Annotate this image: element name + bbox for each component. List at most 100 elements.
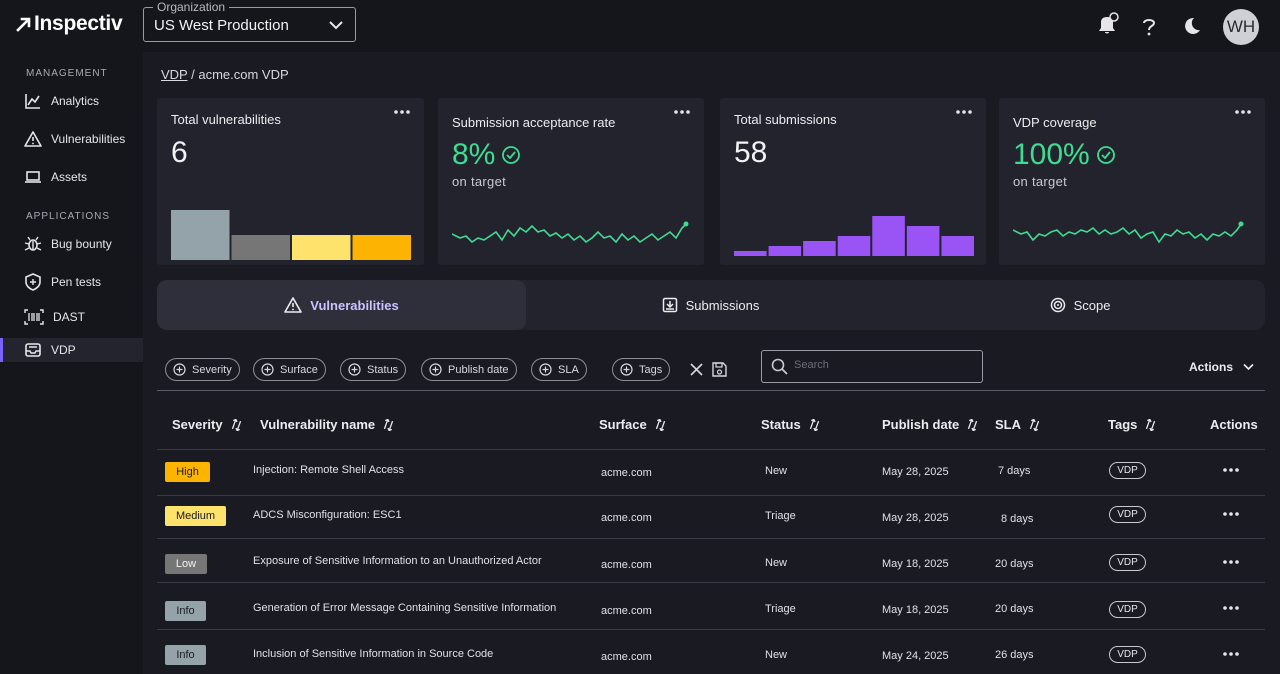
main-content: VDP / acme.com VDP Total vulnerabilities… bbox=[143, 52, 1280, 674]
tab-vulnerabilities[interactable]: Vulnerabilities bbox=[157, 280, 526, 330]
filter-chip-surface[interactable]: Surface bbox=[253, 358, 326, 381]
sort-icon bbox=[383, 418, 394, 431]
filter-chip-publish-date[interactable]: Publish date bbox=[421, 358, 517, 381]
sort-icon bbox=[968, 418, 978, 431]
submissions-bar bbox=[803, 241, 836, 256]
filter-chip-label: SLA bbox=[558, 363, 579, 376]
sidebar-item-label: Bug bounty bbox=[51, 237, 112, 251]
sidebar-item-analytics[interactable]: Analytics bbox=[0, 89, 143, 113]
organization-label: Organization bbox=[153, 0, 230, 14]
vulnerability-name[interactable]: Injection: Remote Shell Access bbox=[253, 464, 405, 476]
warning-icon bbox=[24, 131, 42, 147]
submissions-bar bbox=[872, 216, 905, 256]
vulnerability-name[interactable]: ADCS Misconfiguration: ESC1 bbox=[253, 509, 402, 521]
check-circle-icon bbox=[1096, 146, 1115, 164]
target-icon bbox=[1050, 297, 1065, 313]
notifications-bell-icon[interactable] bbox=[1095, 11, 1121, 37]
save-filters-icon[interactable] bbox=[712, 362, 727, 377]
card-subtext: on target bbox=[1013, 174, 1068, 189]
severity-bar bbox=[352, 235, 411, 260]
divider bbox=[157, 449, 1265, 450]
severity-badge: Info bbox=[165, 645, 206, 665]
severity-badge: High bbox=[165, 462, 210, 482]
divider bbox=[157, 495, 1265, 496]
card-value: 8% bbox=[452, 138, 521, 172]
column-header-surface[interactable]: Surface bbox=[599, 417, 666, 432]
severity-bar-chart bbox=[171, 210, 411, 260]
avatar[interactable]: WH bbox=[1223, 9, 1259, 45]
filter-chip-tags[interactable]: Tags bbox=[612, 358, 671, 381]
vulnerability-name[interactable]: Generation of Error Message Containing S… bbox=[253, 602, 557, 614]
divider bbox=[157, 629, 1265, 630]
search-box bbox=[761, 350, 983, 383]
filter-chip-severity[interactable]: Severity bbox=[165, 358, 240, 381]
surface: acme.com bbox=[601, 605, 652, 617]
row-more-options-icon[interactable] bbox=[1223, 468, 1239, 472]
row-more-options-icon[interactable] bbox=[1223, 560, 1239, 564]
chevron-down-icon bbox=[329, 21, 343, 30]
clear-filters-close-icon[interactable] bbox=[690, 363, 703, 376]
sidebar-item-assets[interactable]: Assets bbox=[0, 165, 143, 189]
severity-badge: Medium bbox=[165, 506, 226, 526]
dark-mode-moon-icon[interactable] bbox=[1182, 16, 1202, 36]
sla: 26 days bbox=[995, 649, 1034, 661]
tab-scope[interactable]: Scope bbox=[895, 280, 1265, 330]
surface: acme.com bbox=[601, 467, 652, 479]
logo-text: Inspectiv bbox=[34, 12, 123, 35]
sla: 20 days bbox=[995, 603, 1034, 615]
severity-badge: Low bbox=[165, 554, 207, 574]
sidebar-section-management: MANAGEMENT bbox=[26, 68, 108, 79]
sidebar-item-dast[interactable]: DAST bbox=[0, 305, 143, 329]
add-circle-icon bbox=[429, 363, 442, 376]
logo[interactable]: Inspectiv bbox=[16, 12, 123, 36]
sidebar-item-pen-tests[interactable]: Pen tests bbox=[0, 270, 143, 294]
top-bar: Inspectiv Organization US West Productio… bbox=[0, 0, 1280, 52]
tag-badge: VDP bbox=[1109, 554, 1146, 571]
more-options-icon[interactable] bbox=[956, 110, 972, 114]
status: Triage bbox=[765, 510, 796, 522]
column-header-tags[interactable]: Tags bbox=[1108, 417, 1156, 432]
tab-submissions[interactable]: Submissions bbox=[526, 280, 895, 330]
sidebar-item-vdp[interactable]: VDP bbox=[0, 338, 143, 362]
row-more-options-icon[interactable] bbox=[1223, 512, 1239, 516]
actions-dropdown[interactable]: Actions bbox=[1189, 360, 1254, 374]
sort-icon bbox=[655, 418, 665, 431]
submissions-bar bbox=[734, 251, 767, 256]
filter-chip-sla[interactable]: SLA bbox=[531, 358, 587, 381]
column-header-publish-date[interactable]: Publish date bbox=[882, 417, 978, 432]
column-header-status[interactable]: Status bbox=[761, 417, 820, 432]
search-input[interactable] bbox=[794, 359, 974, 371]
sidebar-item-label: Analytics bbox=[51, 94, 100, 108]
more-options-icon[interactable] bbox=[394, 110, 410, 114]
filter-chip-status[interactable]: Status bbox=[340, 358, 407, 381]
surface: acme.com bbox=[601, 651, 652, 663]
card-title: Submission acceptance rate bbox=[452, 115, 616, 130]
vulnerability-name[interactable]: Inclusion of Sensitive Information in So… bbox=[253, 648, 494, 660]
barcode-icon bbox=[24, 309, 44, 325]
vulnerability-name[interactable]: Exposure of Sensitive Information to an … bbox=[253, 555, 542, 567]
help-icon[interactable] bbox=[1139, 16, 1159, 38]
sidebar-item-bug-bounty[interactable]: Bug bounty bbox=[0, 232, 143, 256]
card-value: 100% bbox=[1013, 138, 1116, 172]
column-header-vulnerability-name[interactable]: Vulnerability name bbox=[260, 417, 394, 432]
filter-chip-label: Tags bbox=[639, 363, 663, 376]
sla: 8 days bbox=[1001, 513, 1034, 525]
filter-chip-label: Severity bbox=[192, 363, 232, 376]
severity-badge: Info bbox=[165, 601, 206, 621]
more-options-icon[interactable] bbox=[1235, 110, 1251, 114]
publish-date: May 18, 2025 bbox=[882, 558, 949, 570]
breadcrumb-link-vdp[interactable]: VDP bbox=[161, 67, 188, 82]
severity-bar bbox=[292, 235, 351, 260]
row-more-options-icon[interactable] bbox=[1223, 652, 1239, 656]
row-more-options-icon[interactable] bbox=[1223, 606, 1239, 610]
organization-select[interactable]: Organization US West Production bbox=[143, 0, 356, 42]
sort-icon bbox=[231, 418, 241, 431]
add-circle-icon bbox=[261, 363, 274, 376]
breadcrumb-separator: / bbox=[187, 67, 199, 82]
more-options-icon[interactable] bbox=[674, 110, 690, 114]
column-header-sla[interactable]: SLA bbox=[995, 417, 1040, 432]
column-header-severity[interactable]: Severity bbox=[172, 417, 242, 432]
column-header-label: Surface bbox=[599, 417, 647, 432]
filter-chip-label: Publish date bbox=[448, 363, 509, 376]
sidebar-item-vulnerabilities[interactable]: Vulnerabilities bbox=[0, 127, 143, 151]
